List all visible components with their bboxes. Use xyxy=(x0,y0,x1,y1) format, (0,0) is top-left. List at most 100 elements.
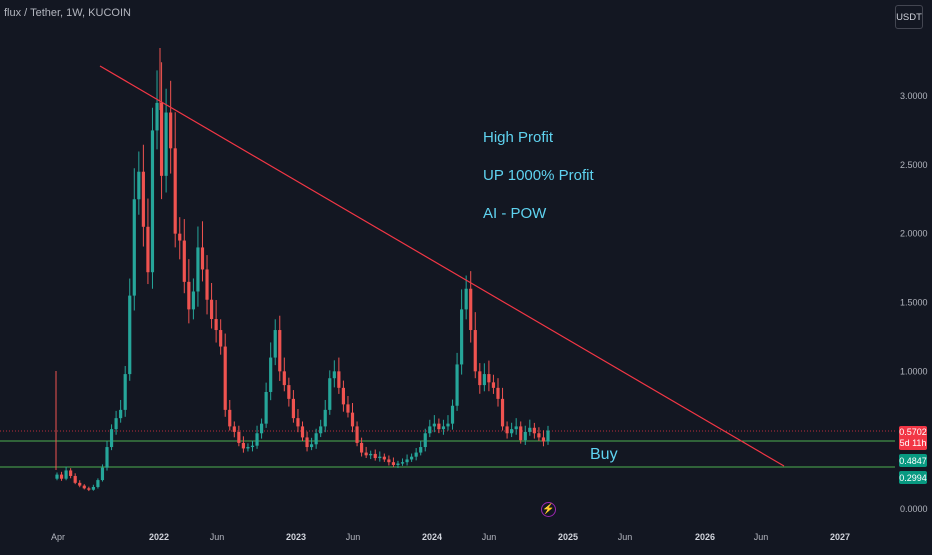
horizontal-levels[interactable] xyxy=(0,430,895,468)
candle-body xyxy=(478,371,482,386)
candle-body xyxy=(500,398,505,427)
candle-body xyxy=(373,453,377,459)
time-tick-label: Jun xyxy=(210,532,225,542)
candle-body xyxy=(200,247,205,270)
candle-body xyxy=(314,433,318,445)
trendline[interactable] xyxy=(99,65,785,467)
level-upper-badge: 0.4847 xyxy=(899,454,927,467)
candle-body xyxy=(432,423,436,427)
candle-body xyxy=(250,445,255,448)
candle-body xyxy=(396,463,400,465)
candle-body xyxy=(191,291,195,310)
candle-body xyxy=(528,427,532,432)
candle-body xyxy=(337,371,341,388)
lightning-icon[interactable]: ⚡ xyxy=(541,502,556,517)
candle-body xyxy=(237,431,241,443)
candle-body xyxy=(169,112,173,149)
candle-body xyxy=(455,364,459,406)
price-axis[interactable]: 3.0000 2.5000 2.0000 1.5000 1.0000 0.0000 xyxy=(900,91,928,514)
resistance-trendline[interactable] xyxy=(99,65,785,467)
time-tick-label: 2024 xyxy=(422,532,442,542)
candle-body xyxy=(319,426,323,434)
candle-body xyxy=(510,429,514,434)
candle-body xyxy=(369,453,373,456)
candle-body xyxy=(273,330,277,358)
annotation-up-profit: UP 1000% Profit xyxy=(483,167,594,184)
candle-body xyxy=(460,309,464,365)
time-tick-label: Jun xyxy=(754,532,769,542)
candle-body xyxy=(519,426,523,441)
candles xyxy=(55,48,550,492)
candle-body xyxy=(482,374,486,386)
time-tick-label: Jun xyxy=(618,532,633,542)
candle-body xyxy=(178,233,182,241)
candle-body xyxy=(64,470,68,479)
candle-body xyxy=(441,426,446,430)
candle-body xyxy=(450,405,455,424)
candle-body xyxy=(269,357,273,392)
candle-body xyxy=(123,374,127,410)
candle-body xyxy=(305,437,309,448)
candle-body xyxy=(141,171,145,227)
currency-button[interactable]: USDT xyxy=(895,5,923,29)
candle-body xyxy=(228,409,232,427)
current-price: 0.5702 xyxy=(899,427,927,437)
candle-body xyxy=(546,430,550,442)
time-tick-label: Jun xyxy=(482,532,497,542)
candle-body xyxy=(387,459,391,463)
candle-body xyxy=(505,426,509,434)
candle-body xyxy=(55,474,59,479)
candle-body xyxy=(323,409,327,427)
candle-body xyxy=(187,281,191,310)
candle-body xyxy=(437,423,441,430)
candle-body xyxy=(87,488,91,490)
candle-body xyxy=(196,247,200,292)
annotation-buy: Buy xyxy=(590,446,618,463)
candle-body xyxy=(232,426,236,432)
time-tick-label: 2027 xyxy=(830,532,850,542)
candle-body xyxy=(328,378,332,410)
candle-body xyxy=(391,462,396,465)
candle-body xyxy=(400,462,405,464)
time-tick-label: 2023 xyxy=(286,532,306,542)
candle-body xyxy=(419,447,423,453)
candle-body xyxy=(310,444,314,448)
candle-body xyxy=(109,429,114,448)
bar-countdown: 5d 11h xyxy=(899,438,927,448)
price-tick-label: 1.0000 xyxy=(900,366,928,376)
candle-body xyxy=(209,299,214,320)
symbol-title[interactable]: flux / Tether, 1W, KUCOIN xyxy=(4,7,131,19)
candle-body xyxy=(464,288,468,310)
candle-body xyxy=(114,418,118,430)
candle-body xyxy=(73,475,77,483)
candle-body xyxy=(69,470,73,476)
candle-body xyxy=(91,486,95,490)
candle-body xyxy=(346,404,350,413)
candle-body xyxy=(219,330,223,347)
candle-body xyxy=(296,418,300,427)
candle-body xyxy=(223,346,227,410)
time-tick-label: 2026 xyxy=(695,532,715,542)
time-axis[interactable]: Apr 2022 Jun 2023 Jun 2024 Jun 2025 Jun 2026 Jun 20… xyxy=(51,532,850,542)
candle-body xyxy=(100,467,105,481)
candle-body xyxy=(514,426,518,430)
annotation-ai-pow: AI - POW xyxy=(483,205,547,222)
price-tick-label: 3.0000 xyxy=(900,91,928,101)
candle-body xyxy=(241,442,245,449)
candle-body xyxy=(155,102,159,131)
candle-body xyxy=(164,112,168,176)
candle-body xyxy=(137,171,141,200)
candle-body xyxy=(205,269,209,300)
candle-body xyxy=(264,391,268,424)
candle-body xyxy=(173,148,177,234)
candle-body xyxy=(182,240,186,282)
candle-body xyxy=(428,426,432,434)
candle-body xyxy=(532,427,536,434)
candle-body xyxy=(496,387,500,399)
candle-body xyxy=(360,442,364,453)
candle-body xyxy=(473,330,477,372)
candle-body xyxy=(523,431,527,441)
